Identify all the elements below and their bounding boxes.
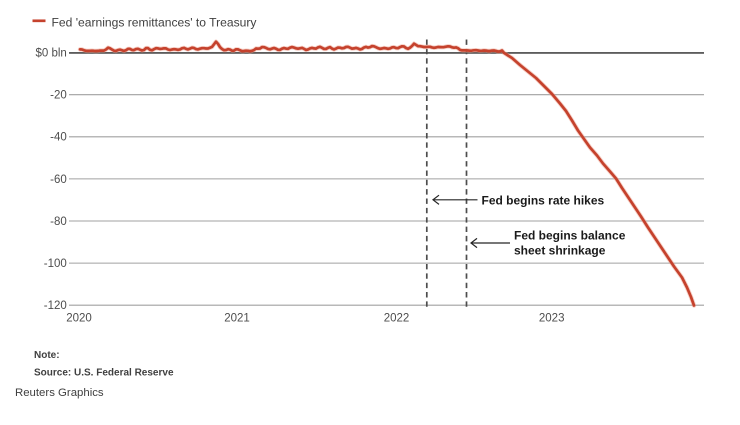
- svg-text:Note:: Note:: [34, 350, 60, 361]
- svg-text:-40: -40: [50, 132, 67, 144]
- svg-text:-80: -80: [50, 216, 67, 228]
- svg-text:Fed begins rate hikes: Fed begins rate hikes: [482, 194, 605, 208]
- svg-text:-20: -20: [50, 90, 67, 102]
- svg-text:$0 bln: $0 bln: [35, 47, 66, 59]
- svg-text:2020: 2020: [66, 313, 92, 325]
- svg-text:sheet shrinkage: sheet shrinkage: [514, 244, 606, 258]
- svg-text:Source: U.S. Federal Reserve: Source: U.S. Federal Reserve: [34, 368, 174, 379]
- svg-text:Fed begins balance: Fed begins balance: [514, 229, 626, 243]
- svg-text:Fed 'earnings remittances' to: Fed 'earnings remittances' to Treasury: [52, 16, 258, 30]
- svg-text:2022: 2022: [384, 313, 410, 325]
- svg-text:Reuters Graphics: Reuters Graphics: [15, 387, 104, 399]
- svg-text:2021: 2021: [224, 313, 250, 325]
- svg-text:-120: -120: [44, 300, 67, 312]
- svg-text:-60: -60: [50, 174, 67, 186]
- svg-text:2023: 2023: [539, 313, 565, 325]
- svg-text:-100: -100: [44, 258, 67, 270]
